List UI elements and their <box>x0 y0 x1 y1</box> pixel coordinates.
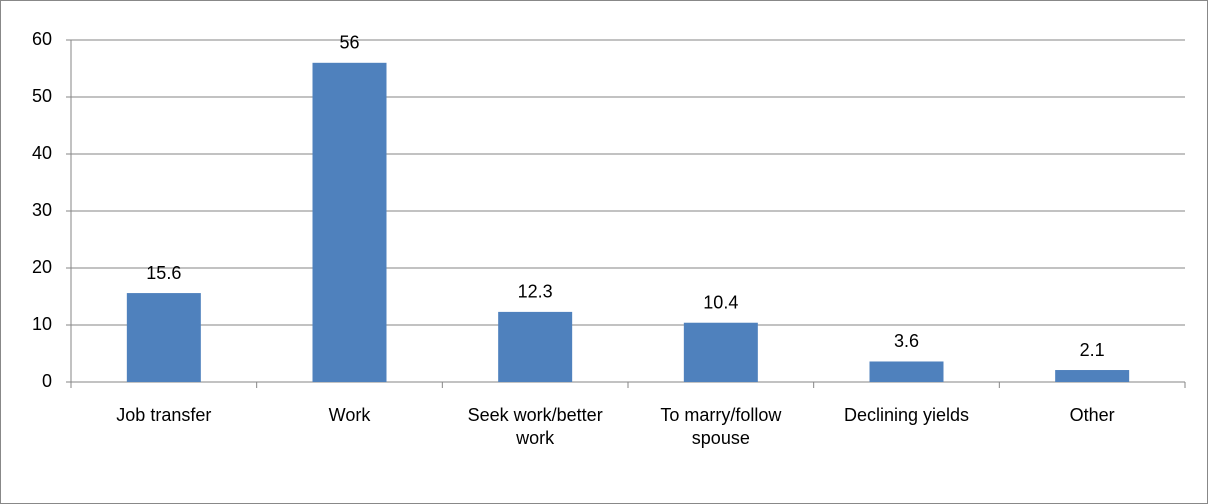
bar <box>683 322 758 382</box>
y-tick-label: 20 <box>32 257 52 277</box>
x-tick-label: Declining yields <box>843 405 970 425</box>
x-tick-label: Work <box>328 405 371 425</box>
y-tick-label: 30 <box>32 200 52 220</box>
data-label: 15.6 <box>146 263 181 283</box>
y-tick-label: 10 <box>32 314 52 334</box>
y-tick-label: 50 <box>32 86 52 106</box>
x-tick-label: To marry/follow spouse <box>660 405 782 448</box>
y-tick-label: 60 <box>32 29 52 49</box>
bar <box>312 62 387 383</box>
data-label: 12.3 <box>518 282 553 302</box>
x-tick-label: Other <box>1069 405 1115 425</box>
data-label: 56 <box>339 33 359 53</box>
data-label: 10.4 <box>703 292 738 312</box>
data-label: 2.1 <box>1080 340 1105 360</box>
y-tick-label: 0 <box>42 371 52 391</box>
y-tick-label: 40 <box>32 143 52 163</box>
data-label: 3.6 <box>894 331 919 351</box>
bar <box>869 361 944 382</box>
x-tick-label: Job transfer <box>116 405 212 425</box>
bar <box>498 311 573 382</box>
bar <box>1055 370 1130 382</box>
x-tick-label: Seek work/better work <box>467 405 603 448</box>
bar <box>126 293 201 382</box>
